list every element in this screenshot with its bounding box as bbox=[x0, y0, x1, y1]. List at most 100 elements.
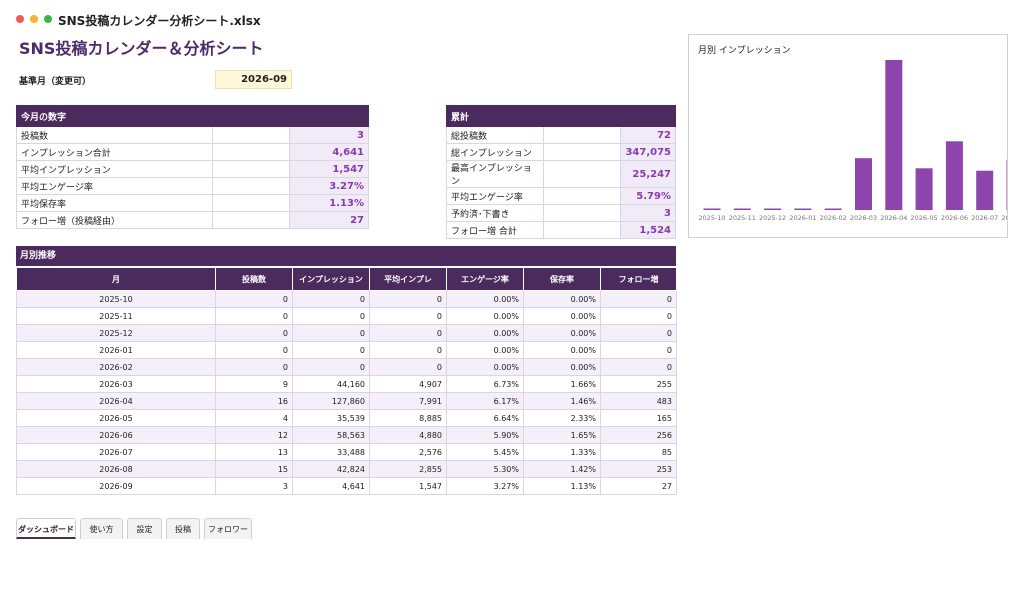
monthly-cell[interactable]: 483 bbox=[600, 392, 677, 410]
monthly-cell[interactable]: 9 bbox=[215, 375, 293, 393]
monthly-cell[interactable]: 0.00% bbox=[446, 307, 524, 325]
monthly-cell[interactable]: 165 bbox=[600, 409, 677, 427]
monthly-cell[interactable]: 5.90% bbox=[446, 426, 524, 444]
monthly-cell[interactable]: 1.66% bbox=[523, 375, 601, 393]
close-window-button[interactable] bbox=[16, 15, 24, 23]
monthly-column-header[interactable]: フォロー増 bbox=[600, 267, 677, 291]
reference-month-input[interactable]: 2026-09 bbox=[215, 70, 292, 89]
monthly-cell[interactable]: 2026-03 bbox=[16, 375, 216, 393]
monthly-cell[interactable]: 0 bbox=[292, 307, 370, 325]
monthly-column-header[interactable]: 投稿数 bbox=[215, 267, 293, 291]
monthly-cell[interactable]: 0 bbox=[600, 290, 677, 308]
monthly-cell[interactable]: 6.73% bbox=[446, 375, 524, 393]
monthly-column-header[interactable]: 保存率 bbox=[523, 267, 601, 291]
monthly-cell[interactable]: 2026-05 bbox=[16, 409, 216, 427]
monthly-cell[interactable]: 0 bbox=[215, 307, 293, 325]
monthly-cell[interactable]: 127,860 bbox=[292, 392, 370, 410]
monthly-cell[interactable]: 1.13% bbox=[523, 477, 601, 495]
monthly-cell[interactable]: 253 bbox=[600, 460, 677, 478]
monthly-cell[interactable]: 42,824 bbox=[292, 460, 370, 478]
minimize-window-button[interactable] bbox=[30, 15, 38, 23]
monthly-cell[interactable]: 1.33% bbox=[523, 443, 601, 461]
monthly-cell[interactable]: 0 bbox=[369, 358, 447, 376]
monthly-cell[interactable]: 1.65% bbox=[523, 426, 601, 444]
monthly-cell[interactable]: 0.00% bbox=[523, 307, 601, 325]
monthly-cell[interactable]: 44,160 bbox=[292, 375, 370, 393]
monthly-cell[interactable]: 2026-01 bbox=[16, 341, 216, 359]
monthly-cell[interactable]: 256 bbox=[600, 426, 677, 444]
monthly-column-header[interactable]: インプレッション bbox=[292, 267, 370, 291]
sheet-tab[interactable]: 設定 bbox=[127, 518, 162, 539]
monthly-cell[interactable]: 0.00% bbox=[523, 341, 601, 359]
monthly-cell[interactable]: 0 bbox=[369, 341, 447, 359]
monthly-cell[interactable]: 0 bbox=[600, 307, 677, 325]
monthly-cell[interactable]: 0 bbox=[292, 324, 370, 342]
monthly-cell[interactable]: 16 bbox=[215, 392, 293, 410]
monthly-cell[interactable]: 4,641 bbox=[292, 477, 370, 495]
monthly-cell[interactable]: 1.46% bbox=[523, 392, 601, 410]
monthly-cell[interactable]: 0 bbox=[369, 324, 447, 342]
monthly-cell[interactable]: 0 bbox=[215, 324, 293, 342]
monthly-cell[interactable]: 2026-06 bbox=[16, 426, 216, 444]
monthly-cell[interactable]: 2025-11 bbox=[16, 307, 216, 325]
monthly-cell[interactable]: 2025-10 bbox=[16, 290, 216, 308]
monthly-cell[interactable]: 0 bbox=[600, 358, 677, 376]
monthly-cell[interactable]: 2026-08 bbox=[16, 460, 216, 478]
monthly-cell[interactable]: 4 bbox=[215, 409, 293, 427]
monthly-cell[interactable]: 4,907 bbox=[369, 375, 447, 393]
monthly-cell[interactable]: 0 bbox=[215, 290, 293, 308]
monthly-cell[interactable]: 0 bbox=[292, 358, 370, 376]
monthly-cell[interactable]: 6.17% bbox=[446, 392, 524, 410]
monthly-cell[interactable]: 2,576 bbox=[369, 443, 447, 461]
monthly-cell[interactable]: 0 bbox=[600, 341, 677, 359]
maximize-window-button[interactable] bbox=[44, 15, 52, 23]
monthly-cell[interactable]: 3 bbox=[215, 477, 293, 495]
monthly-cell[interactable]: 0 bbox=[215, 341, 293, 359]
monthly-cell[interactable]: 12 bbox=[215, 426, 293, 444]
monthly-column-header[interactable]: 月 bbox=[16, 267, 216, 291]
monthly-cell[interactable]: 33,488 bbox=[292, 443, 370, 461]
monthly-cell[interactable]: 7,991 bbox=[369, 392, 447, 410]
monthly-cell[interactable]: 0 bbox=[369, 307, 447, 325]
monthly-cell[interactable]: 2.33% bbox=[523, 409, 601, 427]
monthly-cell[interactable]: 2,855 bbox=[369, 460, 447, 478]
monthly-cell[interactable]: 15 bbox=[215, 460, 293, 478]
monthly-cell[interactable]: 58,563 bbox=[292, 426, 370, 444]
monthly-cell[interactable]: 0.00% bbox=[446, 324, 524, 342]
monthly-cell[interactable]: 255 bbox=[600, 375, 677, 393]
monthly-column-header[interactable]: エンゲージ率 bbox=[446, 267, 524, 291]
monthly-cell[interactable]: 0.00% bbox=[446, 341, 524, 359]
monthly-cell[interactable]: 35,539 bbox=[292, 409, 370, 427]
monthly-cell[interactable]: 0 bbox=[369, 290, 447, 308]
monthly-cell[interactable]: 0.00% bbox=[446, 290, 524, 308]
sheet-tab[interactable]: 投稿 bbox=[166, 518, 200, 539]
monthly-cell[interactable]: 0.00% bbox=[523, 290, 601, 308]
monthly-cell[interactable]: 85 bbox=[600, 443, 677, 461]
sheet-tab[interactable]: 使い方 bbox=[80, 518, 123, 539]
monthly-cell[interactable]: 0 bbox=[600, 324, 677, 342]
monthly-cell[interactable]: 2026-04 bbox=[16, 392, 216, 410]
monthly-cell[interactable]: 2026-07 bbox=[16, 443, 216, 461]
sheet-tab[interactable]: ダッシュボード bbox=[16, 518, 76, 539]
monthly-cell[interactable]: 4,880 bbox=[369, 426, 447, 444]
monthly-cell[interactable]: 0 bbox=[215, 358, 293, 376]
monthly-cell[interactable]: 1.42% bbox=[523, 460, 601, 478]
monthly-cell[interactable]: 27 bbox=[600, 477, 677, 495]
monthly-cell[interactable]: 0.00% bbox=[523, 358, 601, 376]
monthly-cell[interactable]: 0 bbox=[292, 290, 370, 308]
monthly-cell[interactable]: 0.00% bbox=[523, 324, 601, 342]
monthly-cell[interactable]: 5.30% bbox=[446, 460, 524, 478]
sheet-tab[interactable]: フォロワー bbox=[204, 518, 252, 539]
monthly-cell[interactable]: 2026-09 bbox=[16, 477, 216, 495]
monthly-cell[interactable]: 0 bbox=[292, 341, 370, 359]
monthly-cell[interactable]: 0.00% bbox=[446, 358, 524, 376]
monthly-cell[interactable]: 2025-12 bbox=[16, 324, 216, 342]
monthly-cell[interactable]: 13 bbox=[215, 443, 293, 461]
monthly-cell[interactable]: 2026-02 bbox=[16, 358, 216, 376]
monthly-cell[interactable]: 8,885 bbox=[369, 409, 447, 427]
monthly-cell[interactable]: 6.64% bbox=[446, 409, 524, 427]
monthly-cell[interactable]: 1,547 bbox=[369, 477, 447, 495]
monthly-cell[interactable]: 5.45% bbox=[446, 443, 524, 461]
monthly-cell[interactable]: 3.27% bbox=[446, 477, 524, 495]
monthly-column-header[interactable]: 平均インプレ bbox=[369, 267, 447, 291]
